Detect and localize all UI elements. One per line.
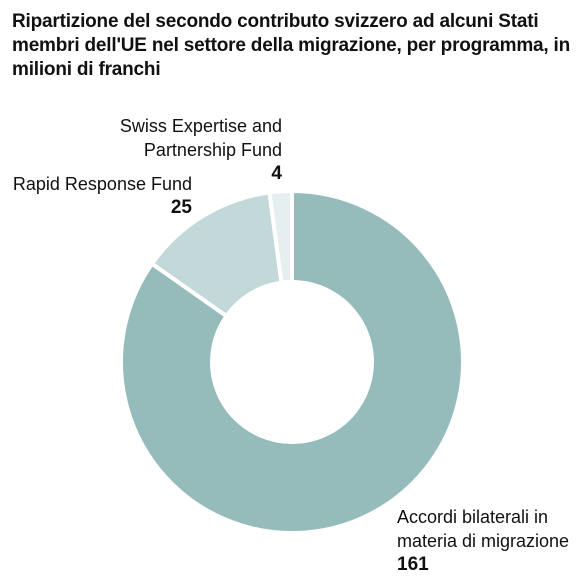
slice-label-rapid-response-line-1: Rapid Response Fund bbox=[12, 174, 192, 194]
slice-label-rapid-response: Rapid Response Fund 25 bbox=[13, 172, 192, 220]
slice-value-accordi: 161 bbox=[397, 554, 429, 575]
slice-label-accordi-line-1: Accordi bilaterali in bbox=[397, 507, 549, 527]
slice-swiss-expertise bbox=[267, 189, 294, 285]
slice-label-swiss-expertise-line-1: Swiss Expertise and bbox=[119, 116, 282, 136]
slice-label-accordi: Accordi bilaterali in materia di migrazi… bbox=[397, 505, 569, 577]
slice-label-swiss-expertise-line-2: Partnership Fund bbox=[143, 140, 282, 160]
slice-label-swiss-expertise: Swiss Expertise and Partnership Fund 4 bbox=[120, 114, 282, 186]
slice-accordi bbox=[119, 189, 465, 535]
slice-value-rapid-response: 25 bbox=[170, 197, 192, 218]
slice-label-accordi-line-2: materia di migrazione bbox=[397, 531, 570, 551]
slice-value-swiss-expertise: 4 bbox=[271, 163, 282, 184]
chart-title: Ripartizione del secondo contributo sviz… bbox=[12, 11, 571, 80]
